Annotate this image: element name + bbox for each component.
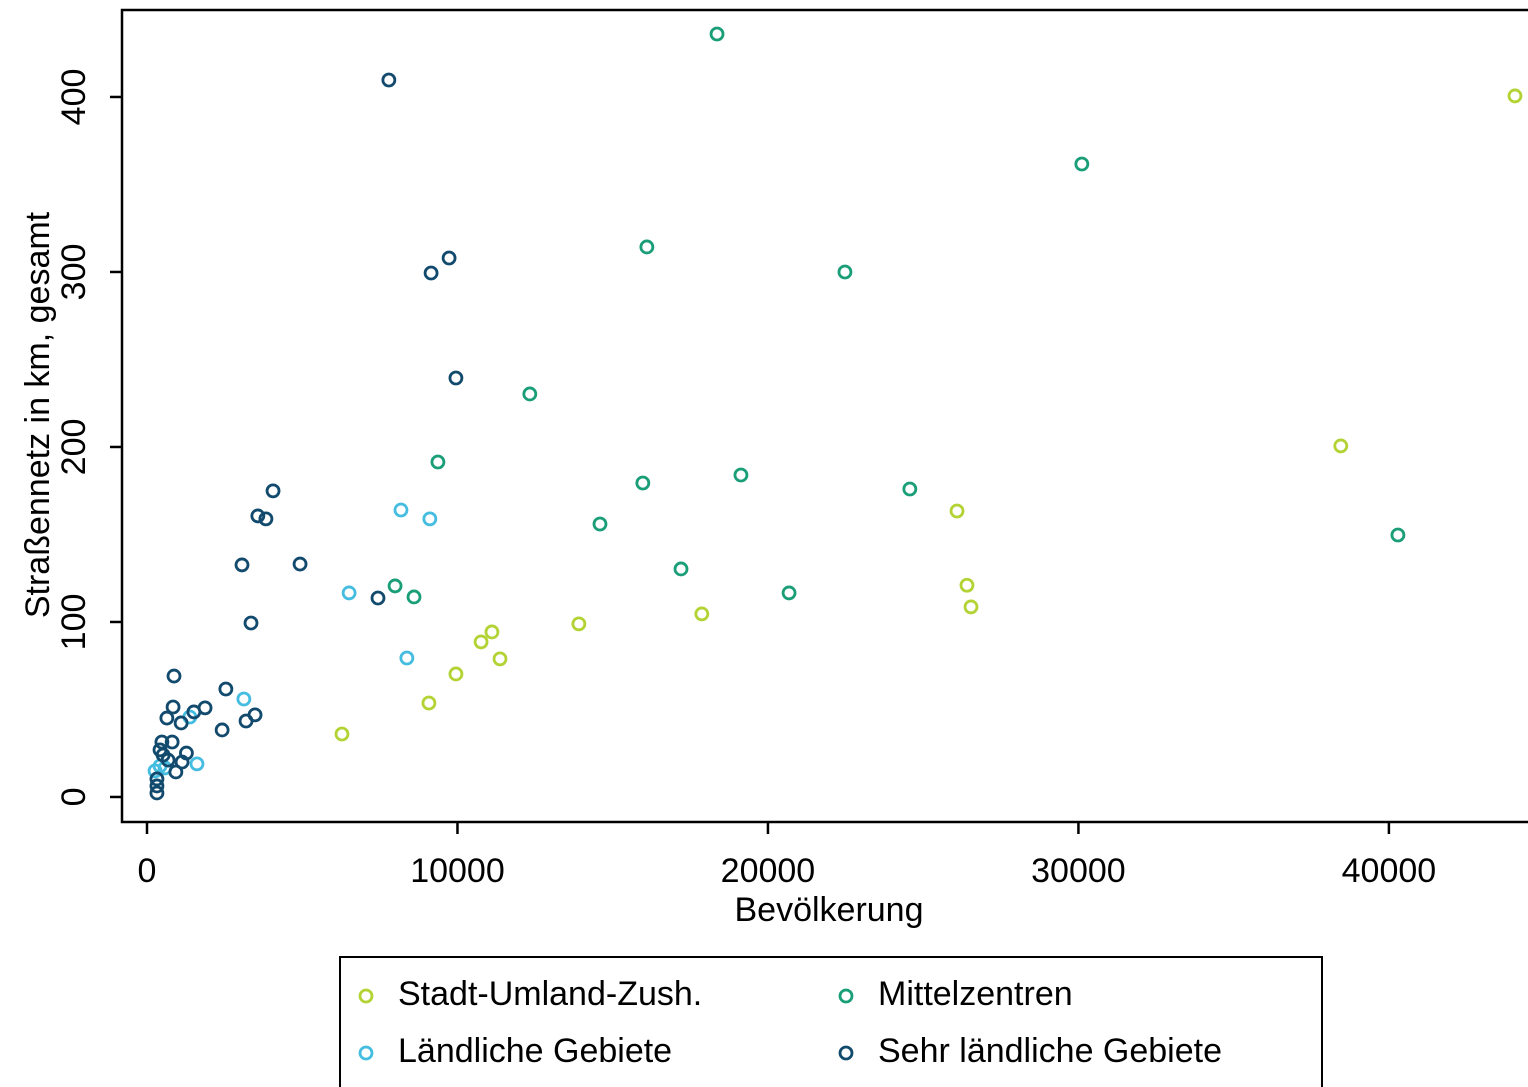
x-tick-label: 40000 bbox=[1342, 852, 1437, 890]
legend-label: Ländliche Gebiete bbox=[398, 1032, 672, 1070]
point bbox=[484, 624, 500, 640]
point bbox=[250, 508, 266, 524]
point bbox=[334, 726, 350, 742]
point bbox=[421, 695, 437, 711]
point bbox=[441, 250, 457, 266]
x-tick-label: 20000 bbox=[721, 852, 816, 890]
point bbox=[406, 589, 422, 605]
y-axis-title: Straßennetz in km, gesamt bbox=[19, 211, 57, 618]
point bbox=[149, 778, 165, 794]
legend-label: Sehr ländliche Gebiete bbox=[878, 1032, 1222, 1070]
point bbox=[423, 265, 439, 281]
point bbox=[473, 634, 489, 650]
point bbox=[448, 370, 464, 386]
x-tick-label: 0 bbox=[138, 852, 157, 890]
point bbox=[639, 239, 655, 255]
point bbox=[238, 713, 254, 729]
y-tick-label: 400 bbox=[55, 69, 93, 126]
point bbox=[592, 516, 608, 532]
point bbox=[174, 754, 190, 770]
point bbox=[733, 467, 749, 483]
point bbox=[571, 616, 587, 632]
point bbox=[155, 747, 171, 763]
legend-marker bbox=[358, 1045, 374, 1061]
y-tick-label: 100 bbox=[55, 594, 93, 651]
legend-box bbox=[339, 956, 1323, 1087]
point bbox=[258, 511, 274, 527]
point bbox=[292, 556, 308, 572]
point bbox=[837, 264, 853, 280]
point bbox=[448, 666, 464, 682]
point bbox=[370, 590, 386, 606]
legend-marker bbox=[838, 988, 854, 1004]
point bbox=[147, 763, 163, 779]
point bbox=[149, 771, 165, 787]
point bbox=[341, 585, 357, 601]
point bbox=[963, 599, 979, 615]
x-axis-title: Bevölkerung bbox=[734, 891, 923, 929]
y-tick-label: 200 bbox=[55, 419, 93, 476]
y-tick-label: 0 bbox=[55, 788, 93, 807]
point bbox=[522, 386, 538, 402]
point bbox=[399, 650, 415, 666]
point bbox=[218, 681, 234, 697]
x-tick-label: 10000 bbox=[410, 852, 505, 890]
point bbox=[1333, 438, 1349, 454]
point bbox=[164, 734, 180, 750]
point bbox=[959, 577, 975, 593]
y-tick-label: 300 bbox=[55, 244, 93, 301]
point bbox=[1074, 156, 1090, 172]
legend-label: Stadt-Umland-Zush. bbox=[398, 975, 702, 1013]
point bbox=[159, 710, 175, 726]
point bbox=[243, 615, 259, 631]
point bbox=[694, 606, 710, 622]
point bbox=[186, 704, 202, 720]
legend-label: Mittelzentren bbox=[878, 975, 1073, 1013]
point bbox=[673, 561, 689, 577]
point bbox=[430, 454, 446, 470]
point bbox=[173, 715, 189, 731]
point bbox=[381, 72, 397, 88]
legend-marker bbox=[838, 1045, 854, 1061]
point bbox=[709, 26, 725, 42]
plot-frame bbox=[120, 8, 1528, 824]
point bbox=[781, 585, 797, 601]
point bbox=[635, 475, 651, 491]
point bbox=[265, 483, 281, 499]
legend-marker bbox=[358, 988, 374, 1004]
point bbox=[214, 722, 230, 738]
point bbox=[1390, 527, 1406, 543]
point bbox=[393, 502, 409, 518]
point bbox=[166, 668, 182, 684]
point bbox=[189, 756, 205, 772]
point bbox=[387, 578, 403, 594]
point bbox=[234, 557, 250, 573]
point bbox=[236, 691, 252, 707]
x-tick-label: 30000 bbox=[1031, 852, 1126, 890]
point bbox=[149, 785, 165, 801]
point bbox=[492, 651, 508, 667]
point bbox=[1507, 88, 1523, 104]
point bbox=[422, 511, 438, 527]
point bbox=[165, 699, 181, 715]
point bbox=[949, 503, 965, 519]
point bbox=[902, 481, 918, 497]
